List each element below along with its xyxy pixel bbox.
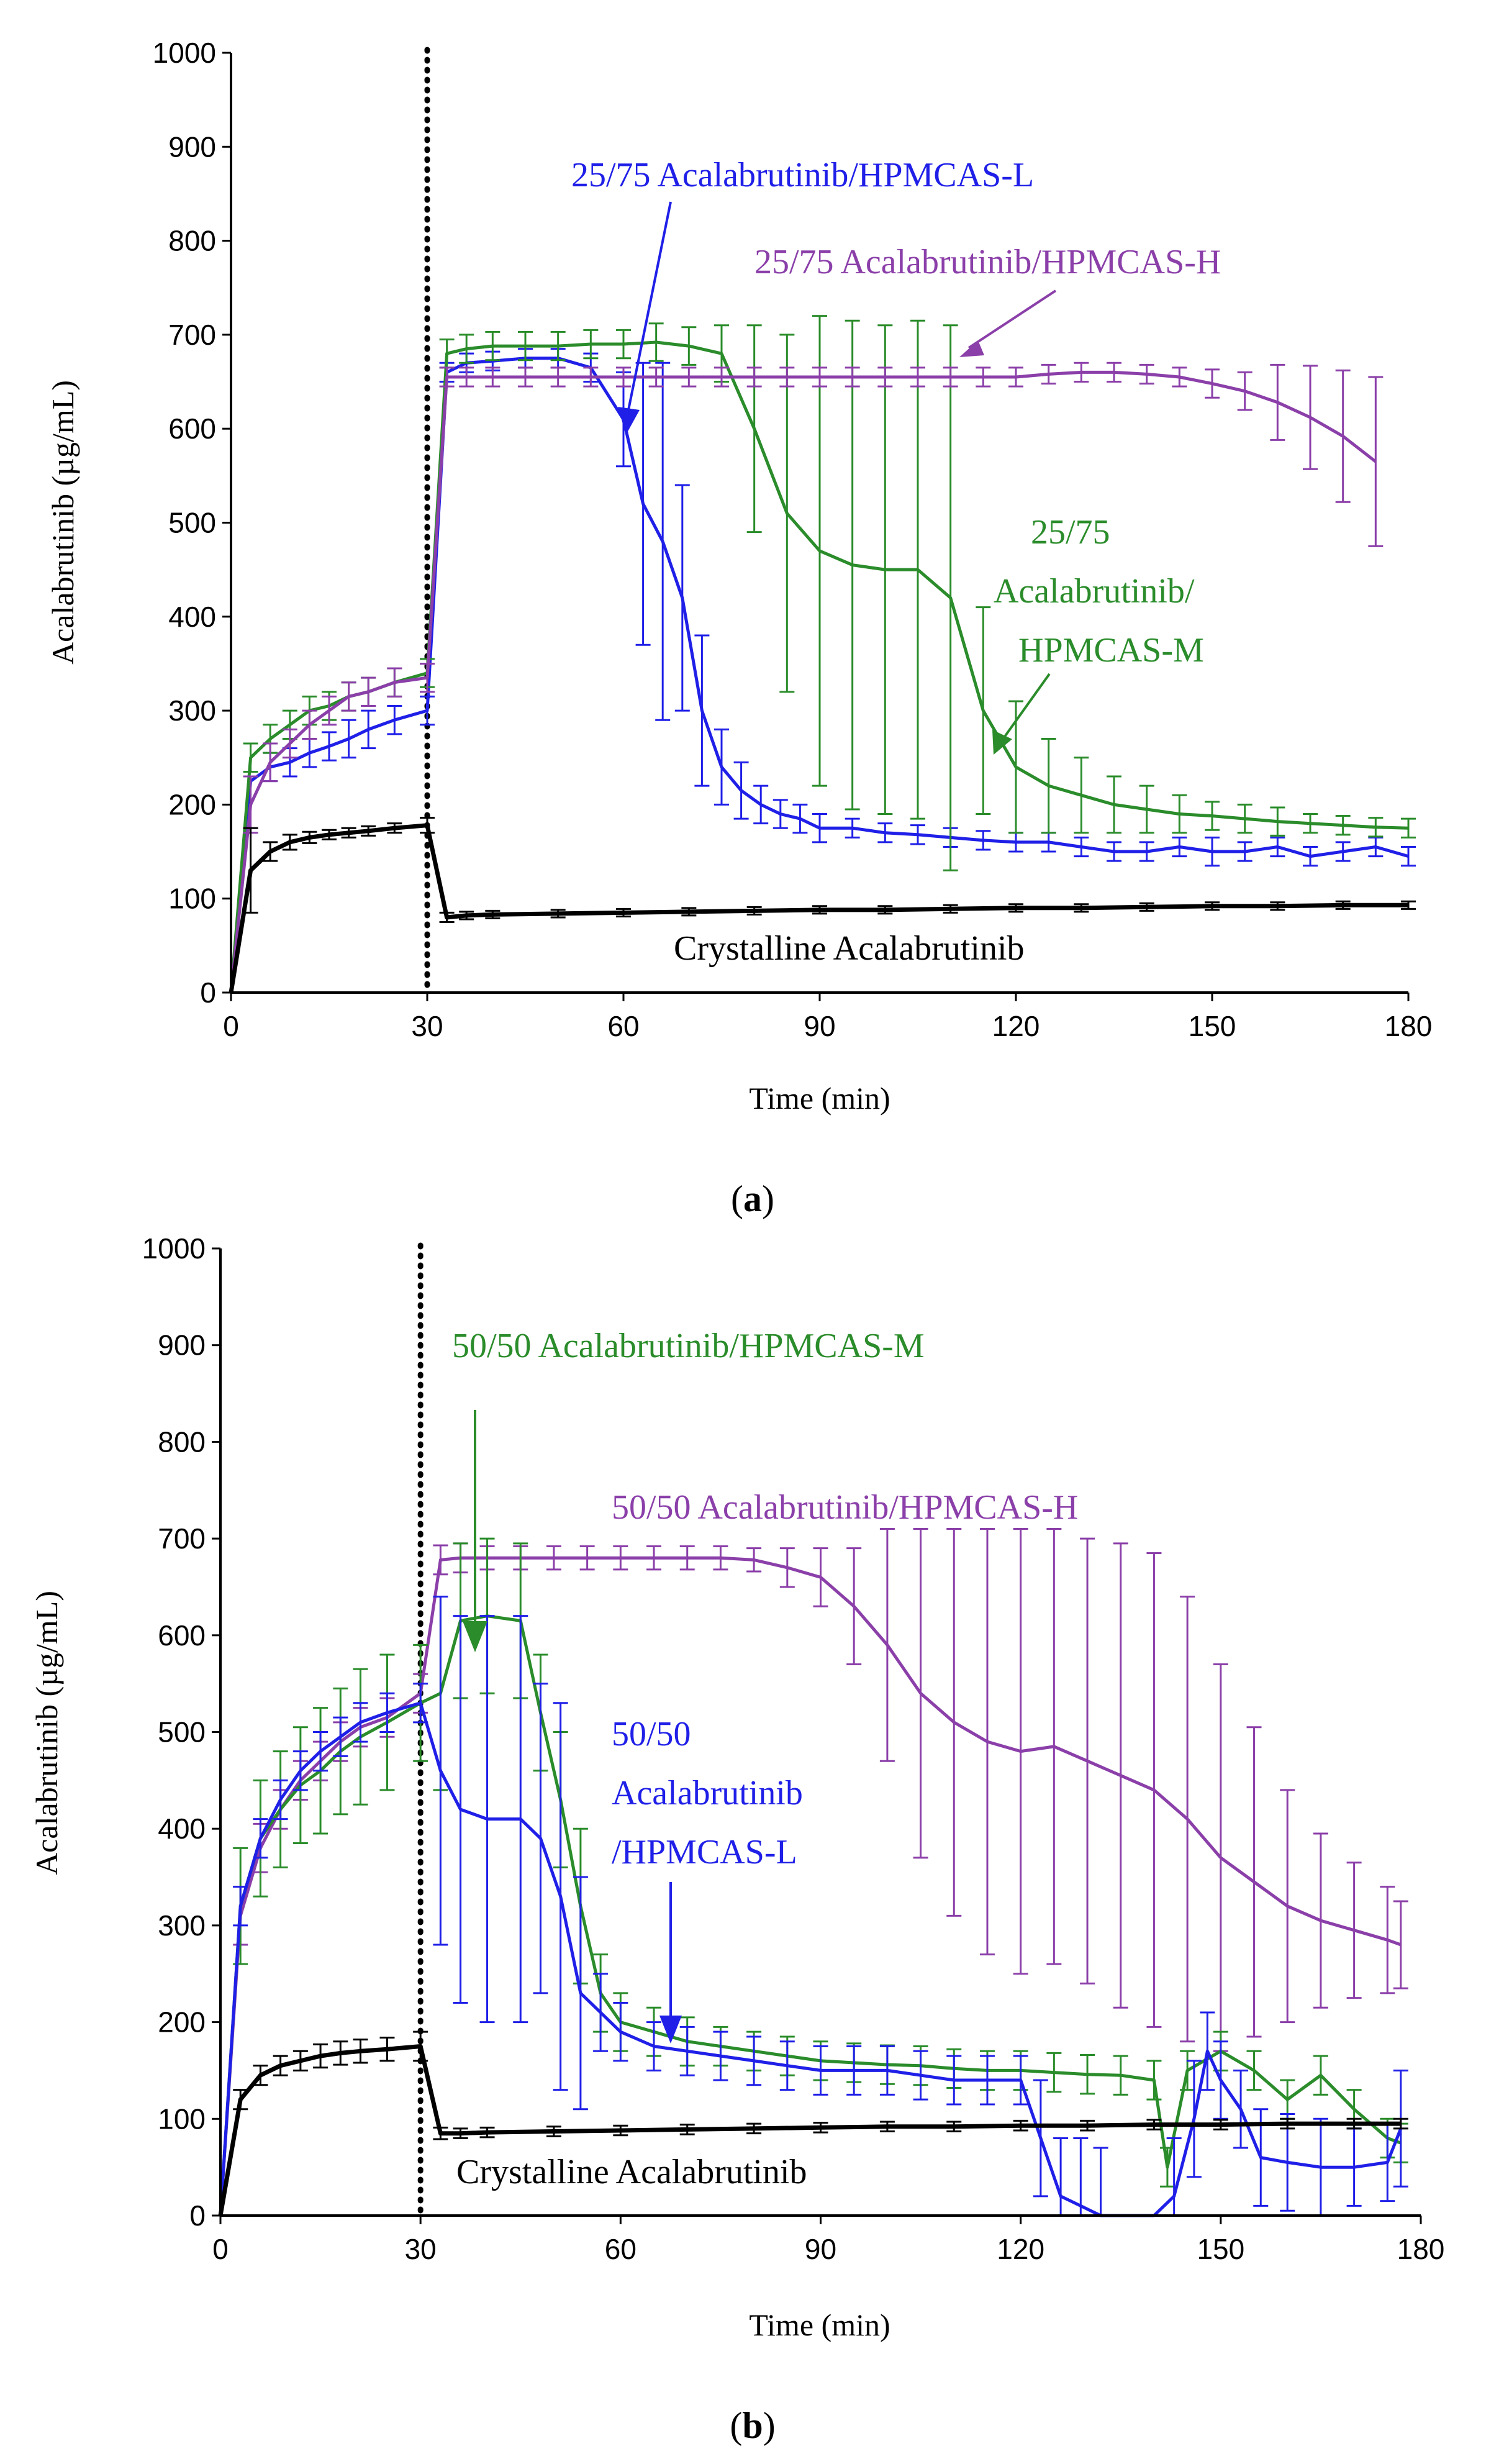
- panel-a-label-m1: 25/75: [1031, 513, 1110, 552]
- panel-b-y-tick-label: 800: [158, 1425, 206, 1458]
- panel-a-series-h_series: [229, 361, 1384, 993]
- panel-a-x-tick-label: 0: [223, 1010, 239, 1042]
- series-line: [229, 357, 1409, 993]
- panel-a-series-l_series: [229, 348, 1416, 993]
- panel-b-label-crystalline: Crystalline Acalabrutinib: [456, 2153, 807, 2191]
- panel-b-label-l3: /HPMCAS-L: [612, 1833, 797, 1871]
- panel-a-x-label: Time (min): [749, 1081, 890, 1116]
- panel-b-label-l2: Acalabrutinib: [612, 1774, 803, 1812]
- panel-b-y-tick-label: 100: [158, 2103, 206, 2135]
- panel-a-y-tick-label: 100: [168, 883, 216, 915]
- panel-b-series-h_series: [219, 1528, 1408, 2216]
- panel-a-arrowhead-h: [959, 340, 984, 357]
- panel-b-x-tick-label: 60: [605, 2233, 636, 2265]
- panel-a-x-tick-label: 150: [1189, 1010, 1236, 1042]
- panel-b-y-tick-label: 700: [158, 1522, 206, 1555]
- panel-b-y-label: Acalabrutinib (µg/mL): [29, 1591, 64, 1875]
- panel-b-chart: 0 100 200 300 400 500 600 700 800 900 1000 0 30 60 90 1…: [29, 1232, 1444, 2342]
- panel-a-arrowhead-l: [618, 407, 640, 435]
- panel-b-series-crystalline: [218, 2030, 1408, 2216]
- panel-b-y-tick-label: 300: [158, 1909, 206, 1942]
- series-line: [218, 2044, 1401, 2216]
- panel-a-chart: 0 100 200 300 400 500 600 700 800 900 1000 0 30 60 90 1…: [45, 37, 1432, 1116]
- panel-a-y-tick-label: 400: [168, 601, 216, 633]
- panel-a-y-label: Acalabrutinib (µg/mL): [45, 380, 80, 665]
- panel-b-y-tick-label: 200: [158, 2006, 206, 2039]
- panel-b-y-tick-label: 1000: [142, 1232, 206, 1265]
- panel-b-arrowhead-m: [463, 1621, 487, 1652]
- series-line: [219, 1614, 1402, 2216]
- panel-a-x-tick-label: 120: [992, 1010, 1040, 1042]
- panel-b-y-tick-label: 400: [158, 1812, 206, 1845]
- panel-b-series-m_series: [219, 1537, 1408, 2216]
- panel-a-arrow-m: [1002, 673, 1051, 740]
- panel-b-label-l1: 50/50: [612, 1715, 691, 1753]
- panel-b-caption: (b): [730, 2405, 775, 2446]
- series-line: [229, 370, 1377, 993]
- panel-b-arrowhead-l: [659, 2016, 682, 2043]
- panel-b-y-tick-label: 900: [158, 1329, 206, 1362]
- panel-a-x-tick-label: 180: [1385, 1010, 1433, 1042]
- panel-a-y-tick-label: 600: [168, 412, 216, 445]
- panel-b-x-tick-label: 120: [997, 2233, 1044, 2265]
- panel-b-x-label: Time (min): [749, 2307, 890, 2342]
- panel-a-y-tick-label: 700: [168, 319, 216, 351]
- panel-a-label-l: 25/75 Acalabrutinib/HPMCAS-L: [571, 156, 1034, 194]
- panel-a-label-m2: Acalabrutinib/: [994, 572, 1195, 611]
- panel-a-y-tick-label: 500: [168, 507, 216, 539]
- series-line: [219, 1701, 1403, 2217]
- panel-a-x-tick-label: 90: [804, 1010, 835, 1042]
- panel-b-y-tick-label: 600: [158, 1619, 206, 1652]
- panel-a-arrow-h: [967, 289, 1057, 349]
- panel-a-caption: (a): [731, 1178, 774, 1219]
- series-line: [229, 823, 1408, 993]
- panel-b-series-l_series: [219, 1596, 1408, 2217]
- panel-b-x-tick-label: 180: [1397, 2233, 1445, 2265]
- panel-a-series-crystalline: [229, 817, 1416, 993]
- panel-a-y-tick-label: 800: [168, 225, 216, 257]
- panel-b-x-tick-label: 90: [805, 2233, 836, 2265]
- panel-a-y-tick-label: 200: [168, 788, 216, 821]
- panel-b-y-tick-label: 500: [158, 1716, 206, 1748]
- panel-a-y-tick-label: 0: [200, 976, 216, 1009]
- panel-b-label-m: 50/50 Acalabrutinib/HPMCAS-M: [452, 1327, 925, 1365]
- panel-a-series-m_series: [229, 315, 1416, 993]
- panel-a-label-crystalline: Crystalline Acalabrutinib: [674, 929, 1025, 968]
- panel-a-x-tick-label: 60: [607, 1010, 639, 1042]
- panel-b-y-tick-label: 0: [189, 2199, 206, 2232]
- panel-b-label-h: 50/50 Acalabrutinib/HPMCAS-H: [612, 1488, 1078, 1527]
- panel-a-caption-letter: a: [743, 1178, 762, 1219]
- panel-b-caption-letter: b: [742, 2405, 763, 2446]
- series-line: [219, 1556, 1402, 2216]
- panel-b-x-tick-label: 0: [212, 2233, 229, 2265]
- panel-a-y-tick-label: 1000: [153, 37, 216, 69]
- panel-b-x-tick-label: 150: [1197, 2233, 1244, 2265]
- panel-a-label-h: 25/75 Acalabrutinib/HPMCAS-H: [754, 243, 1221, 281]
- panel-a-arrow-l: [627, 201, 672, 411]
- panel-a-x-tick-label: 30: [411, 1010, 443, 1042]
- panel-a-y-tick-label: 300: [168, 694, 216, 727]
- panel-a-arrowhead-m: [992, 730, 1012, 755]
- panel-a-label-m3: HPMCAS-M: [1018, 631, 1204, 670]
- panel-b-x-tick-label: 30: [405, 2233, 437, 2265]
- panel-a-y-tick-label: 900: [168, 130, 216, 163]
